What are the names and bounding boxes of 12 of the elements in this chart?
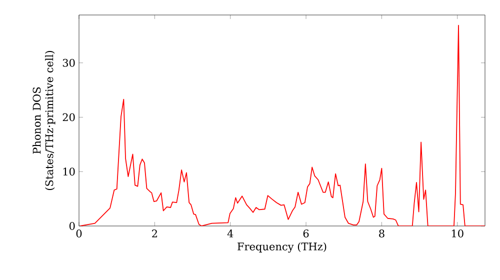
y-tick-label: 10 <box>63 168 75 176</box>
y-axis-title: Phonon DOS (States/THz·primitive cell) <box>32 50 56 190</box>
x-tick-label: 4 <box>227 230 234 238</box>
y-tick-label: 20 <box>62 113 75 122</box>
y-tick-label: 0 <box>69 222 75 230</box>
x-axis-title: Frequency (THz) <box>238 242 326 253</box>
x-tick-label: 10 <box>452 230 464 238</box>
x-tick-label: 6 <box>303 230 309 238</box>
y-tick-label: 30 <box>62 58 75 67</box>
x-tick-label: 0 <box>76 230 82 238</box>
x-tick-label: 2 <box>152 230 157 238</box>
x-tick-label: 8 <box>379 230 384 238</box>
